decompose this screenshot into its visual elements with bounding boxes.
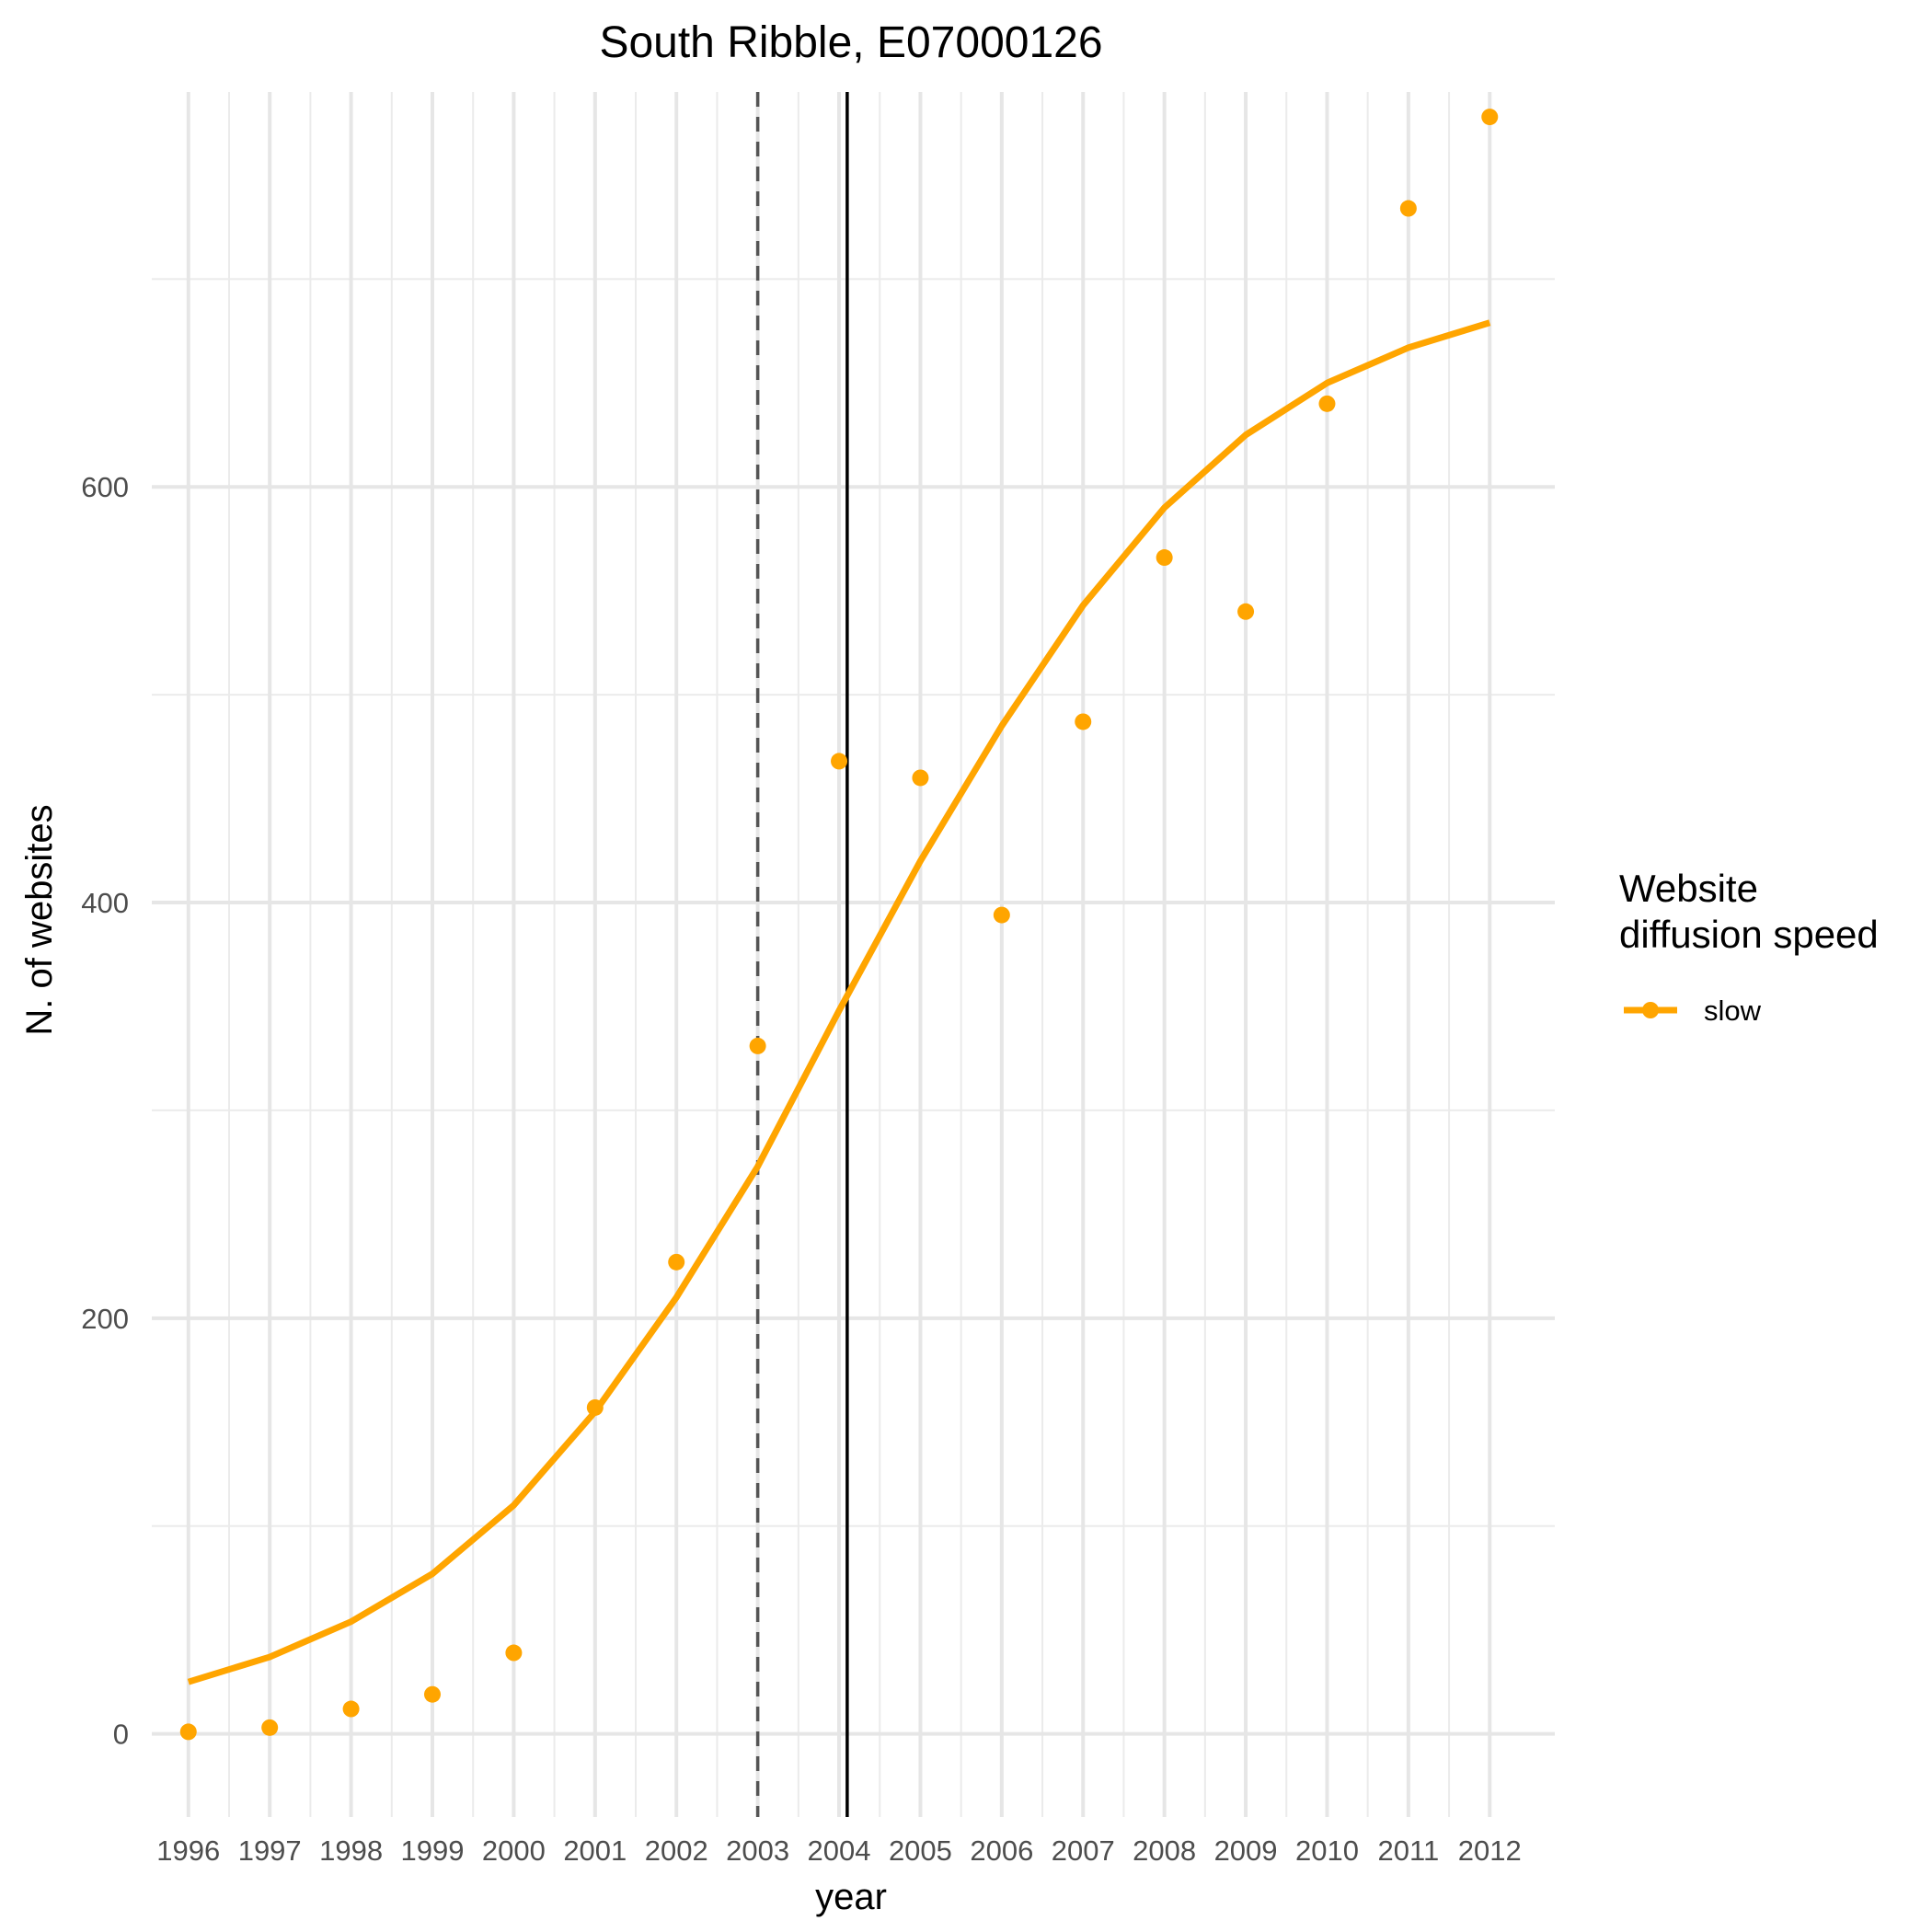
y-tick-label: 400: [81, 887, 129, 919]
series-layer: [179, 109, 1499, 1741]
grid-major: [152, 92, 1555, 1817]
x-tick-label: 2010: [1295, 1834, 1359, 1867]
x-tick-label: 2008: [1133, 1834, 1196, 1867]
x-tick-label: 2004: [808, 1834, 871, 1867]
data-point: [1156, 549, 1173, 567]
y-axis-ticks: 0 200 400 600: [81, 471, 129, 1750]
data-point: [342, 1700, 360, 1718]
data-point: [831, 753, 848, 770]
data-point: [1075, 713, 1092, 730]
x-tick-label: 2011: [1378, 1834, 1440, 1867]
legend: Website diffusion speed slow: [1619, 867, 1879, 1027]
x-tick-label: 2012: [1458, 1834, 1522, 1867]
y-tick-label: 0: [113, 1719, 129, 1751]
data-point: [1318, 395, 1336, 412]
data-point: [749, 1037, 766, 1054]
data-point: [668, 1253, 685, 1271]
x-tick-label: 2005: [889, 1834, 952, 1867]
data-point: [993, 906, 1010, 924]
x-axis-ticks: 1996 1997 1998 1999 2000 2001 2002 2003 2004 2005…: [156, 1834, 1521, 1867]
chart-title: South Ribble, E07000126: [599, 18, 1102, 67]
data-point: [586, 1398, 604, 1416]
data-point: [424, 1685, 441, 1703]
x-tick-label: 1997: [238, 1834, 302, 1867]
x-tick-label: 2003: [726, 1834, 789, 1867]
x-tick-label: 2006: [970, 1834, 1033, 1867]
data-point: [505, 1644, 523, 1662]
x-axis-title: year: [815, 1877, 887, 1917]
data-point: [1481, 109, 1499, 126]
legend-label-slow: slow: [1704, 995, 1762, 1027]
x-tick-label: 2007: [1052, 1834, 1115, 1867]
data-point: [261, 1719, 279, 1736]
legend-swatch-point: [1642, 1002, 1659, 1018]
y-axis-title: N. of websites: [19, 804, 60, 1035]
data-point: [179, 1723, 197, 1741]
x-tick-label: 1999: [401, 1834, 465, 1867]
x-tick-label: 2000: [482, 1834, 546, 1867]
grid-minor: [152, 92, 1555, 1817]
data-point: [1399, 200, 1417, 217]
x-tick-label: 2002: [645, 1834, 708, 1867]
series-line-slow: [187, 319, 1491, 1685]
data-point: [912, 769, 929, 787]
x-tick-label: 2001: [563, 1834, 627, 1867]
y-tick-label: 200: [81, 1303, 129, 1335]
legend-title-line-2: diffusion speed: [1619, 913, 1879, 956]
reference-lines: [755, 92, 849, 1817]
x-tick-label: 2009: [1214, 1834, 1278, 1867]
y-tick-label: 600: [81, 471, 129, 503]
x-tick-label: 1998: [319, 1834, 383, 1867]
legend-title-line-1: Website: [1619, 867, 1758, 910]
x-tick-label: 1996: [156, 1834, 220, 1867]
data-point: [1237, 603, 1255, 620]
